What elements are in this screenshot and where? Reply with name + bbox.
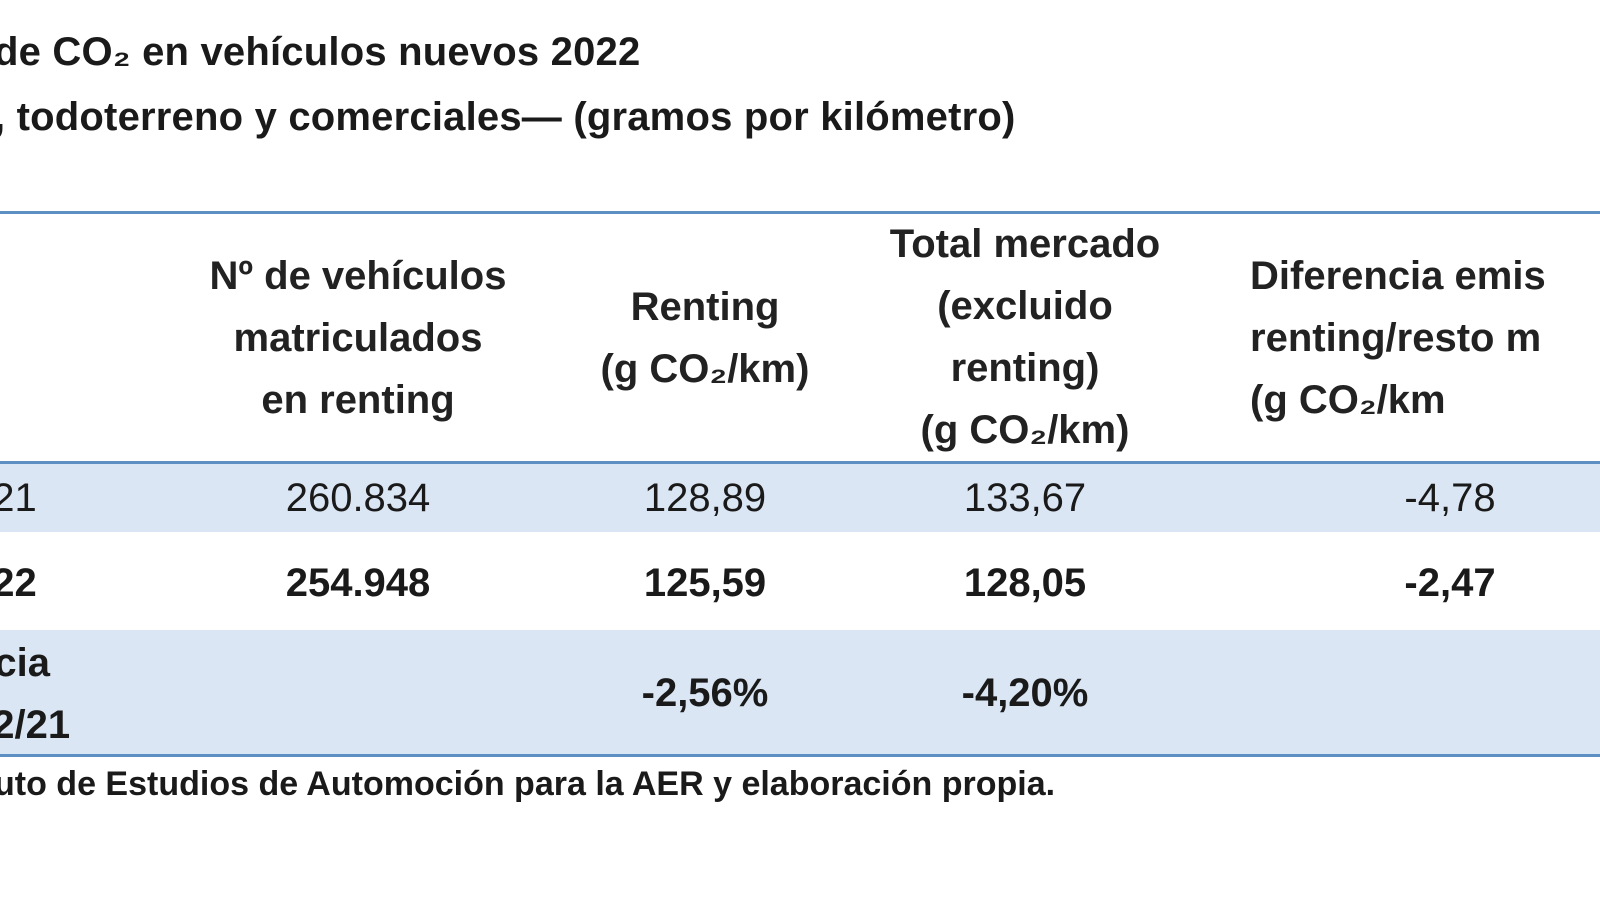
- row-label-2022: 022: [0, 561, 37, 605]
- header-rule: [0, 461, 1600, 464]
- table-title: de CO₂ en vehículos nuevos 2022: [0, 30, 641, 74]
- cell-difference-2021: -4,78: [1404, 476, 1496, 520]
- cell-renting-change: -2,56%: [641, 671, 769, 715]
- cell-vehicles-2022: 254.948: [285, 561, 431, 605]
- cell-difference-2022: -2,47: [1404, 561, 1496, 605]
- header-difference: Diferencia emis renting/resto m (g CO₂/k…: [1250, 254, 1546, 422]
- header-vehicles: Nº de vehículos matriculados en renting: [209, 254, 507, 422]
- header-renting: Renting (g CO₂/km): [600, 285, 810, 391]
- source-note: uto de Estudios de Automoción para la AE…: [0, 765, 1056, 803]
- row-label-difference: ncia 22/21: [0, 641, 71, 747]
- cell-total-market-change: -4,20%: [961, 671, 1089, 715]
- table-subtitle: , todoterreno y comerciales— (gramos por…: [0, 95, 1016, 139]
- bottom-rule: [0, 754, 1600, 757]
- cell-vehicles-2021: 260.834: [285, 476, 431, 520]
- row-band-difference: [0, 630, 1600, 754]
- cell-total-market-2021: 133,67: [963, 476, 1087, 520]
- row-label-2021: 021: [0, 476, 37, 520]
- top-rule: [0, 211, 1600, 214]
- cell-renting-2022: 125,59: [643, 561, 767, 605]
- cell-renting-2021: 128,89: [643, 476, 767, 520]
- row-band-2021: [0, 464, 1600, 532]
- cell-total-market-2022: 128,05: [963, 561, 1087, 605]
- header-total-market: Total mercado (excluido renting) (g CO₂/…: [889, 222, 1161, 452]
